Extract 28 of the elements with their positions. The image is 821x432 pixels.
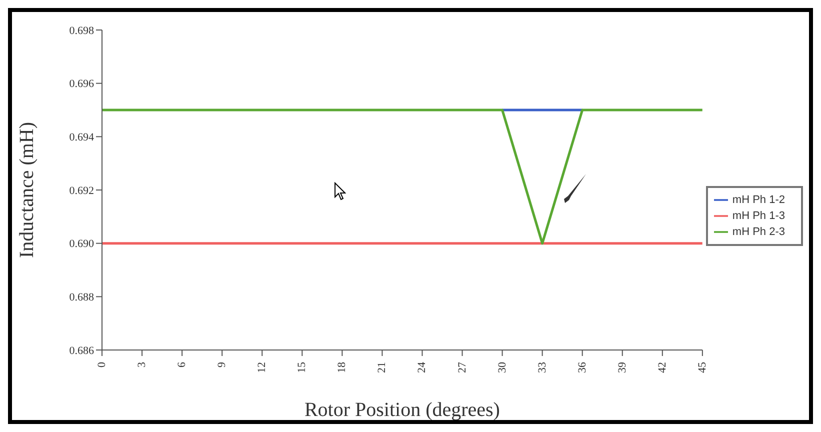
y-axis-title: Inductance (mH) <box>16 122 38 258</box>
x-tick-label: 27 <box>456 362 468 373</box>
y-tick-label: 0.696 <box>69 78 94 90</box>
y-tick-label: 0.694 <box>69 132 94 144</box>
x-tick-label: 6 <box>176 362 188 368</box>
y-tick-label: 0.688 <box>69 292 94 304</box>
x-tick-label: 33 <box>536 362 548 373</box>
x-axis-title: Rotor Position (degrees) <box>304 399 500 421</box>
x-tick-label: 3 <box>136 362 148 368</box>
x-tick-label: 18 <box>336 362 348 373</box>
x-tick-label: 45 <box>696 362 708 373</box>
x-tick-label: 9 <box>216 362 228 368</box>
x-tick-label: 24 <box>416 362 428 373</box>
x-tick-label: 12 <box>256 362 268 373</box>
legend-label: mH Ph 1-3 <box>732 210 785 222</box>
x-tick-label: 15 <box>296 362 308 373</box>
legend-label: mH Ph 2-3 <box>732 226 785 238</box>
y-tick-label: 0.690 <box>69 238 94 250</box>
y-tick-label: 0.692 <box>69 184 94 197</box>
x-tick-label: 36 <box>576 362 588 373</box>
y-tick-label: 0.686 <box>69 344 94 357</box>
x-tick-label: 42 <box>656 362 668 373</box>
x-tick-label: 30 <box>496 362 508 373</box>
x-tick-label: 39 <box>616 362 628 373</box>
y-tick-label: 0.698 <box>69 24 94 37</box>
legend-label: mH Ph 1-2 <box>732 194 785 206</box>
x-tick-label: 21 <box>376 362 388 373</box>
x-tick-label: 0 <box>96 362 108 368</box>
